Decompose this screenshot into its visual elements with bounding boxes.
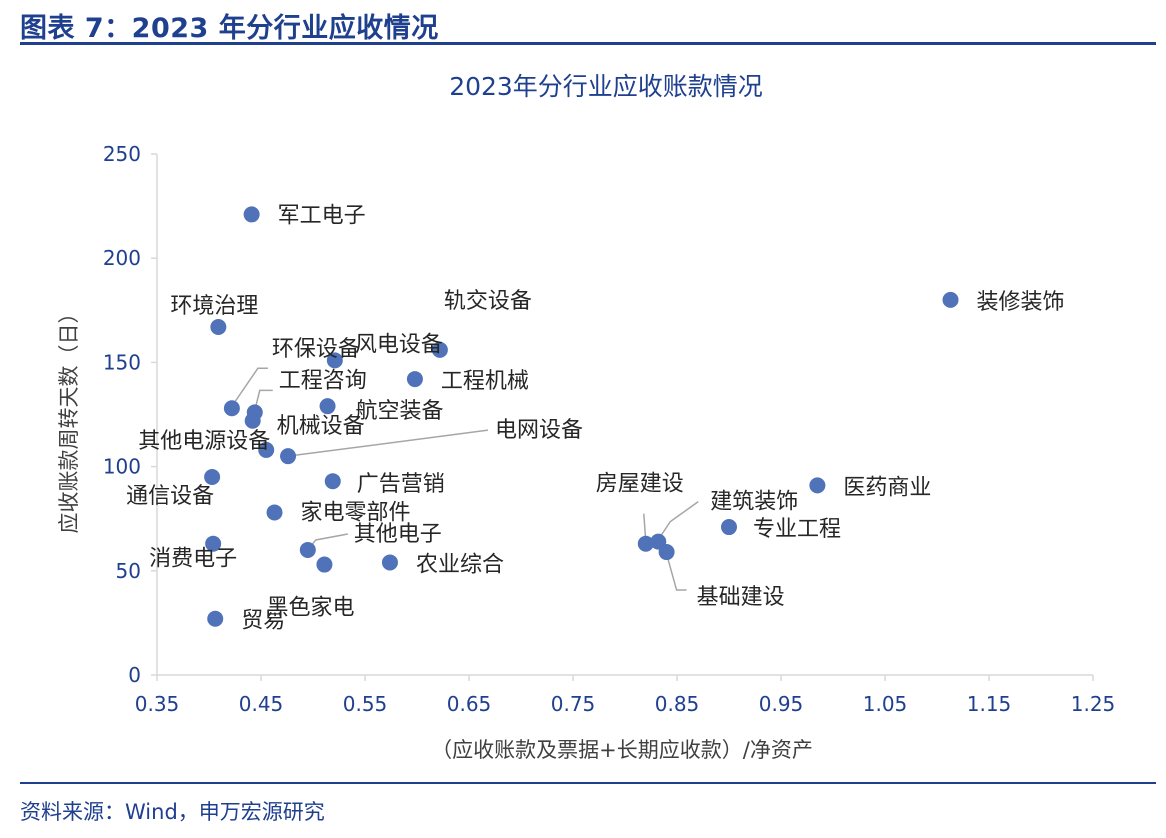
data-point <box>326 352 343 369</box>
point-label: 建筑装饰 <box>710 490 798 515</box>
point-label: 贸易 <box>241 609 285 634</box>
axes: 0 50 100 150 200 250 0.35 0.45 0.55 0.65 0.75 0.85 0… <box>103 142 1115 716</box>
x-tick-label: 0.75 <box>551 692 596 716</box>
data-point <box>381 554 398 571</box>
x-axis-label: （应收账款及票据+长期应收款）/净资产 <box>431 738 813 762</box>
scatter-chart: 2023年分行业应收账款情况 0 50 100 150 200 250 0.35 0.45 0.… <box>57 72 1115 762</box>
point-label: 轨交设备 <box>444 289 532 314</box>
source-note: 资料来源：Wind，申万宏源研究 <box>20 800 325 824</box>
point-label: 航空装备 <box>356 399 444 424</box>
point-label: 工程咨询 <box>279 368 367 393</box>
y-tick-label: 100 <box>103 455 141 479</box>
data-point <box>324 473 341 490</box>
x-tick-label: 0.35 <box>135 692 180 716</box>
footer-rule <box>20 782 1156 784</box>
point-label: 消费电子 <box>149 547 237 572</box>
leader-lines <box>231 367 699 591</box>
leader-line <box>665 553 687 591</box>
data-point <box>244 412 261 429</box>
point-label: 其他电子 <box>354 522 442 547</box>
y-tick-label: 150 <box>103 350 141 374</box>
x-tick-label: 0.45 <box>239 692 284 716</box>
point-label: 军工电子 <box>278 203 366 228</box>
data-point <box>243 206 260 223</box>
point-label: 电网设备 <box>495 418 583 443</box>
y-tick-label: 50 <box>116 559 141 583</box>
data-point <box>280 448 297 465</box>
data-point <box>942 291 959 308</box>
point-label: 广告营销 <box>357 472 445 497</box>
x-tick-label: 0.55 <box>343 692 388 716</box>
point-label: 通信设备 <box>126 484 214 509</box>
data-point <box>637 535 654 552</box>
point-label: 环境治理 <box>170 294 258 319</box>
y-tick-label: 250 <box>103 142 141 166</box>
data-point <box>299 541 316 558</box>
data-point <box>207 610 224 627</box>
y-axis-label: 应收账款周转天数（日） <box>57 303 81 534</box>
data-point <box>721 519 737 536</box>
point-label: 农业综合 <box>416 552 504 577</box>
point-label: 黑色家电 <box>266 596 354 621</box>
data-point <box>406 371 423 388</box>
data-point <box>205 535 222 552</box>
point-label: 环保设备 <box>272 337 360 362</box>
data-point <box>223 400 240 417</box>
data-point <box>266 504 283 521</box>
title-rule <box>20 42 1156 45</box>
y-tick-label: 200 <box>103 246 141 270</box>
x-tick-label: 1.05 <box>863 692 908 716</box>
leader-line <box>254 389 273 411</box>
point-label: 风电设备 <box>355 332 443 357</box>
data-point <box>319 398 336 415</box>
leader-line <box>657 501 699 541</box>
data-point <box>809 477 826 494</box>
data-point <box>658 544 675 561</box>
figure-title: 图表 7：2023 年分行业应收情况 <box>20 13 439 44</box>
point-label: 房屋建设 <box>596 472 684 497</box>
point-label: 工程机械 <box>441 369 529 394</box>
data-point <box>258 441 275 458</box>
x-tick-label: 1.25 <box>1071 692 1116 716</box>
data-point <box>204 469 221 486</box>
y-tick-label: 0 <box>128 663 141 687</box>
leader-line <box>231 367 268 407</box>
point-label: 专业工程 <box>753 517 841 542</box>
point-label: 基础建设 <box>697 585 785 610</box>
x-tick-label: 0.85 <box>655 692 700 716</box>
data-point <box>431 341 448 358</box>
x-tick-label: 0.65 <box>447 692 492 716</box>
point-label: 机械设备 <box>277 414 365 439</box>
point-label: 家电零部件 <box>301 500 411 525</box>
x-tick-label: 0.95 <box>759 692 804 716</box>
chart-title: 2023年分行业应收账款情况 <box>449 72 763 101</box>
data-point <box>210 318 227 335</box>
data-point <box>316 556 333 573</box>
point-label: 医药商业 <box>843 475 931 500</box>
data-points <box>204 206 959 627</box>
point-label: 装修装饰 <box>977 290 1065 315</box>
leader-line <box>287 429 489 457</box>
x-tick-label: 1.15 <box>967 692 1012 716</box>
point-label: 其他电源设备 <box>138 429 270 454</box>
